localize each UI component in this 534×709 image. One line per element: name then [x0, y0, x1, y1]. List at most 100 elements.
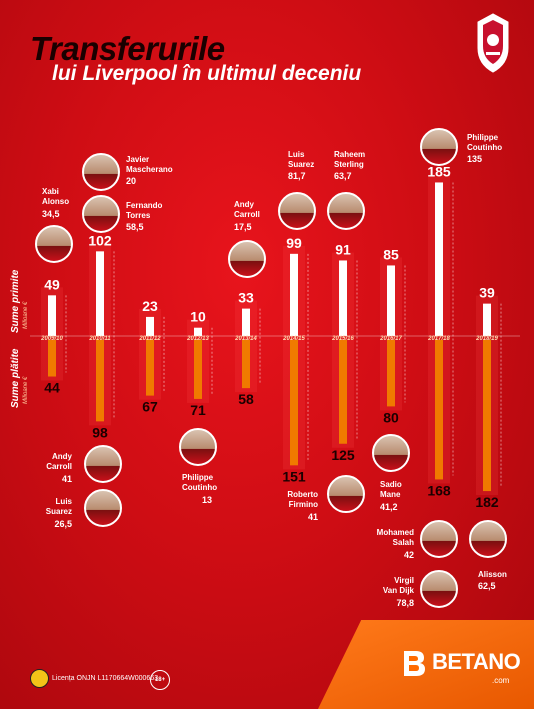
player-photo-carroll-out — [228, 240, 266, 278]
player-value: 58,5 — [126, 222, 144, 232]
season-tick-label: 2016/17 — [379, 336, 402, 342]
received-value-label: 39 — [479, 285, 495, 301]
received-bar — [146, 316, 154, 336]
paid-bar — [290, 340, 298, 466]
paid-bar — [435, 340, 443, 480]
player-photo-carroll-in — [84, 445, 122, 483]
received-bar — [96, 251, 104, 336]
onjn-logo-icon — [30, 669, 49, 688]
paid-bar — [387, 340, 395, 407]
paid-bar — [48, 340, 56, 377]
betano-domain: .com — [492, 676, 510, 685]
paid-value-label: 44 — [44, 380, 60, 396]
received-bar — [242, 308, 250, 336]
player-value: 26,5 — [54, 519, 72, 529]
player-value: 41 — [61, 474, 72, 484]
player-value: 78,8 — [396, 598, 414, 608]
received-value-label: 85 — [383, 246, 399, 262]
player-value: 42 — [403, 550, 414, 560]
player-value: 63,7 — [334, 171, 352, 181]
season-tick-label: 2010/11 — [88, 336, 111, 342]
received-value-label: 33 — [238, 290, 254, 306]
axis-top-label: Sume primite — [10, 269, 21, 333]
season-tick-label: 2017/18 — [427, 336, 450, 342]
paid-value-label: 71 — [190, 402, 206, 418]
player-value: 17,5 — [234, 222, 252, 232]
received-bar — [435, 182, 443, 336]
season-tick-label: 2011/12 — [138, 336, 161, 342]
betano-brand: BETANO — [432, 649, 521, 674]
axis-bottom-label: Sume plătite — [10, 348, 21, 408]
paid-bar — [146, 340, 154, 396]
player-value: 20 — [126, 176, 137, 186]
season-tick-label: 2014/15 — [282, 336, 305, 342]
player-name: Xabi Alonso — [42, 187, 70, 206]
player-name: Mohamed Salah — [376, 528, 414, 547]
paid-value-label: 67 — [142, 399, 158, 415]
player-value: 62,5 — [478, 581, 496, 591]
received-bar — [387, 265, 395, 336]
season-tick-label: 2009/10 — [40, 336, 63, 342]
player-value: 34,5 — [42, 209, 60, 219]
received-value-label: 185 — [427, 163, 451, 179]
received-value-label: 99 — [286, 235, 302, 251]
received-value-label: 10 — [190, 309, 206, 325]
paid-value-label: 80 — [383, 409, 399, 425]
paid-value-label: 125 — [331, 447, 355, 463]
player-value: 13 — [202, 495, 213, 505]
player-name: Sadio Mane — [380, 480, 402, 499]
paid-bar — [194, 340, 202, 399]
player-name: Raheem Sterling — [334, 150, 366, 169]
player-value: 41,2 — [380, 502, 398, 512]
season-tick-label: 2012/13 — [186, 336, 209, 342]
paid-value-label: 58 — [238, 391, 254, 407]
paid-value-label: 182 — [475, 494, 499, 510]
received-bar — [290, 253, 298, 336]
player-value: 135 — [467, 154, 483, 164]
license-text: Licența ONJN L1170664W000663 — [52, 675, 159, 682]
player-name: Luis Suarez — [45, 497, 72, 516]
player-photo-sterling — [327, 192, 365, 230]
paid-bar — [96, 340, 104, 422]
received-value-label: 102 — [88, 232, 112, 248]
received-bar — [339, 260, 347, 336]
title-line-1: Transferurile — [30, 30, 225, 67]
player-photo-coutinho-out — [420, 128, 458, 166]
player-name: Philippe Coutinho — [467, 133, 503, 152]
player-photo-torres — [82, 195, 120, 233]
received-bar — [483, 303, 491, 336]
player-photo-mane — [372, 434, 410, 472]
paid-value-label: 98 — [92, 424, 108, 440]
player-value: 41 — [307, 512, 318, 522]
player-photo-coutinho-in — [179, 428, 217, 466]
player-name: Alisson — [478, 570, 507, 579]
player-value: 81,7 — [288, 171, 306, 181]
title-line-2: lui Liverpool în ultimul deceniu — [52, 62, 362, 85]
season-tick-label: 2013/14 — [234, 336, 257, 342]
player-photo-alonso — [35, 225, 73, 263]
player-photo-alisson — [469, 520, 507, 558]
player-photo-suarez-in — [84, 489, 122, 527]
axis-bottom-unit: Milioane € — [23, 376, 29, 404]
player-name: Roberto Firmino — [287, 490, 318, 509]
paid-bar — [339, 340, 347, 444]
paid-bar — [483, 340, 491, 492]
paid-bar — [242, 340, 250, 389]
player-name: Fernando Torres — [126, 201, 163, 220]
received-value-label: 91 — [335, 241, 351, 257]
player-photo-suarez-out — [278, 192, 316, 230]
paid-value-label: 151 — [282, 468, 306, 484]
player-photo-mascherano — [82, 153, 120, 191]
betano-logo-icon — [404, 651, 425, 676]
received-bar — [194, 327, 202, 336]
season-tick-label: 2018/19 — [475, 336, 498, 342]
received-value-label: 23 — [142, 298, 158, 314]
player-name: Luis Suarez — [288, 150, 315, 169]
player-photo-salah — [420, 520, 458, 558]
player-photo-vandijk — [420, 570, 458, 608]
received-value-label: 49 — [44, 276, 60, 292]
paid-value-label: 168 — [427, 482, 451, 498]
player-name: Andy Carroll — [46, 452, 72, 471]
age-badge: 18+ — [150, 670, 170, 690]
